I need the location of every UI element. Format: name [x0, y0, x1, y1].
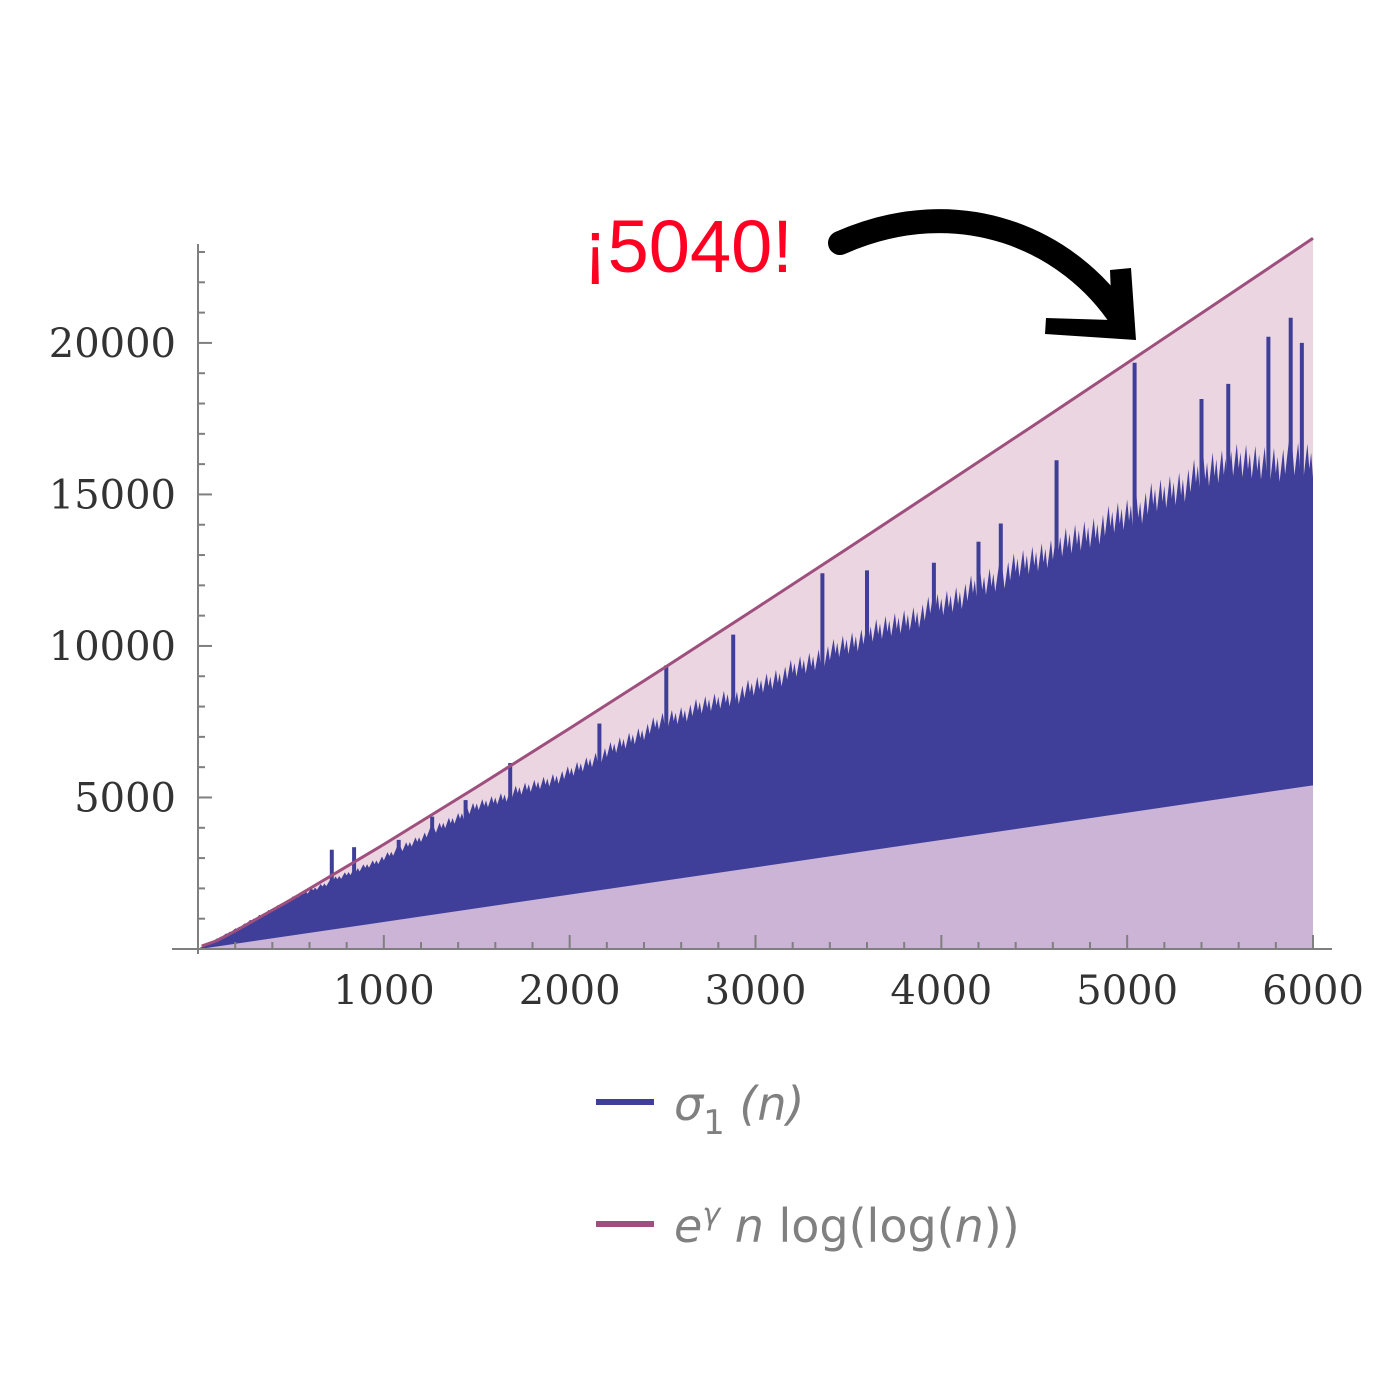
x-tick-label: 1000 [333, 968, 435, 1014]
sigma-band [199, 441, 1313, 949]
y-tick-label: 15000 [49, 472, 176, 518]
x-tick-label: 4000 [890, 968, 992, 1014]
plot-area [198, 237, 1314, 949]
bound-line [201, 237, 1314, 948]
y-tick-label: 20000 [49, 321, 176, 367]
axes [172, 244, 1332, 954]
y-tick-label: 10000 [49, 624, 176, 670]
tick-labels: 1000 2000 3000 4000 5000 6000 5000 10000 15000 20… [49, 321, 1364, 1014]
legend: σ1 (n) eγ n log(log(n)) [596, 1077, 1020, 1253]
legend-label-sigma: σ1 (n) [674, 1077, 804, 1143]
legend-label-bound: eγ n log(log(n)) [674, 1197, 1020, 1253]
x-tick-label: 2000 [519, 968, 621, 1014]
x-tick-label: 5000 [1076, 968, 1178, 1014]
annotation-arrowhead-icon [1045, 268, 1136, 340]
x-tick-label: 6000 [1262, 968, 1364, 1014]
x-tick-label: 3000 [705, 968, 807, 1014]
annotation-arrow-icon [828, 209, 1134, 332]
annotation-label: ¡5040! [583, 205, 793, 288]
y-tick-label: 5000 [74, 775, 176, 821]
